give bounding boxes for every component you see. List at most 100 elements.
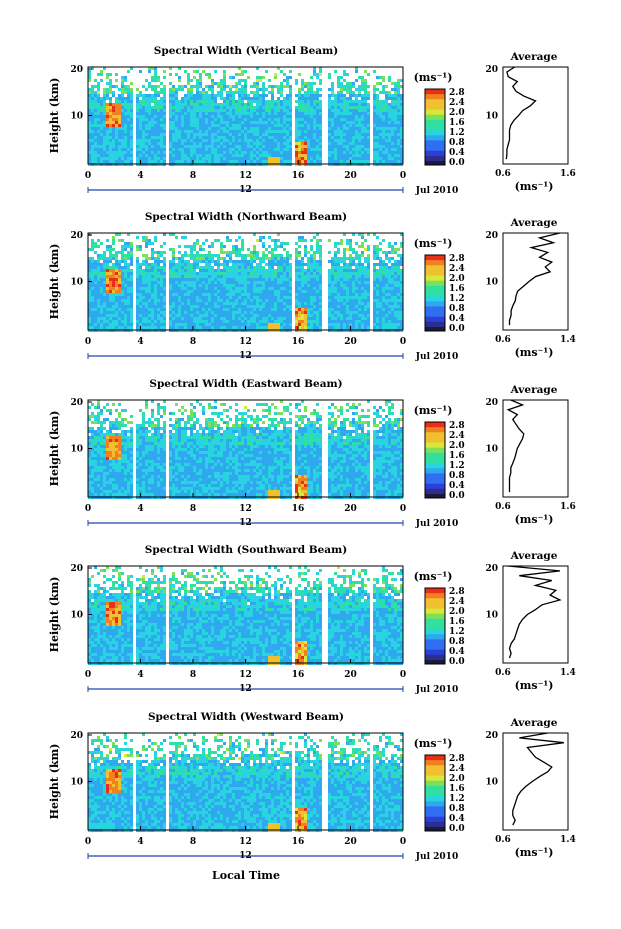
x-tick-label: 4 [137, 171, 143, 181]
average-frame [502, 399, 569, 498]
colorbar-segment [425, 135, 445, 141]
x-tick-label: 12 [239, 837, 252, 847]
colorbar-label: 2.0 [449, 774, 465, 784]
colorbar-unit: (ms⁻¹) [414, 570, 453, 583]
colorbar-segment [425, 114, 445, 121]
panel-4 [87, 565, 569, 692]
colorbar-segment [425, 437, 445, 444]
colorbar-label: 0.0 [449, 824, 465, 834]
colorbar-segment [425, 427, 445, 433]
colorbar-label: 2.8 [449, 421, 465, 431]
panel-1 [87, 66, 569, 193]
colorbar-frame [424, 754, 446, 832]
colorbar-label: 1.2 [449, 627, 465, 637]
avg-y-tick-label: 20 [485, 398, 498, 408]
x-tick-label: 12 [239, 670, 252, 680]
colorbar-segment [425, 483, 445, 490]
colorbar-label: 0.8 [449, 637, 465, 647]
colorbar-segment [425, 327, 445, 331]
colorbar-label: 2.4 [449, 264, 465, 274]
colorbar-label: 1.2 [449, 794, 465, 804]
colorbar-label: 2.8 [449, 587, 465, 597]
x-tick-label: 20 [344, 504, 357, 514]
avg-x-tick-label: 1.6 [560, 502, 576, 512]
colorbar-label: 2.0 [449, 274, 465, 284]
colorbar-label: 2.8 [449, 754, 465, 764]
avg-y-tick-label: 20 [485, 231, 498, 241]
x-tick-label: 0 [85, 504, 91, 514]
colorbar-label: 0.8 [449, 804, 465, 814]
average-profile-line [507, 565, 562, 659]
y-axis-label: Height (km) [48, 577, 61, 653]
y-axis-label: Height (km) [48, 744, 61, 820]
colorbar-segment [425, 598, 445, 604]
date-label: 12 [239, 351, 252, 361]
colorbar-label: 0.4 [449, 814, 465, 824]
colorbar-segment [425, 275, 445, 282]
colorbar-segment [425, 765, 445, 771]
average-title: Average [510, 550, 558, 562]
avg-y-tick-label: 10 [485, 112, 498, 122]
colorbar-segment [425, 613, 445, 620]
panel-title: Spectral Width (Vertical Beam) [154, 45, 338, 57]
colorbar-segment [425, 260, 445, 266]
x-tick-label: 8 [190, 171, 196, 181]
colorbar-segment [425, 791, 445, 797]
colorbar-segment [425, 821, 445, 828]
heatmap-cells [88, 400, 403, 499]
colorbar-segment [425, 452, 445, 459]
colorbar-segment [425, 155, 445, 162]
heatmap-cells [88, 566, 403, 665]
panel-2 [87, 232, 569, 359]
colorbar-segment [425, 801, 445, 807]
colorbar-label: 0.4 [449, 647, 465, 657]
avg-x-tick-label: 1.6 [560, 169, 576, 179]
y-tick-label: 20 [70, 564, 83, 574]
colorbar-label: 1.2 [449, 461, 465, 471]
colorbar-label: 0.0 [449, 324, 465, 334]
avg-x-unit: (ms⁻¹) [515, 679, 554, 692]
colorbar-unit: (ms⁻¹) [414, 404, 453, 417]
colorbar-unit: (ms⁻¹) [414, 71, 453, 84]
colorbar-segment [425, 806, 445, 813]
colorbar-label: 2.4 [449, 431, 465, 441]
colorbar-segment [425, 291, 445, 297]
colorbar-segment [425, 119, 445, 126]
month-label: Jul 2010 [415, 352, 458, 362]
x-tick-label: 8 [190, 670, 196, 680]
avg-y-tick-label: 20 [485, 731, 498, 741]
x-tick-label: 0 [400, 670, 406, 680]
colorbar-label: 2.8 [449, 254, 465, 264]
x-tick-label: 4 [137, 670, 143, 680]
colorbar-segment [425, 447, 445, 454]
colorbar-segment [425, 755, 445, 761]
colorbar-segment [425, 770, 445, 777]
avg-x-tick-label: 0.6 [495, 835, 511, 845]
month-label: Jul 2010 [415, 519, 458, 529]
colorbar-unit: (ms⁻¹) [414, 737, 453, 750]
colorbar-label: 2.0 [449, 607, 465, 617]
avg-y-tick-label: 10 [485, 445, 498, 455]
x-tick-label: 4 [137, 504, 143, 514]
colorbar-segment [425, 494, 445, 498]
colorbar-label: 1.6 [449, 118, 465, 128]
colorbar-label: 0.4 [449, 148, 465, 158]
x-tick-label: 12 [239, 171, 252, 181]
colorbar-segment [425, 608, 445, 615]
x-tick-label: 0 [400, 171, 406, 181]
month-label: Jul 2010 [415, 186, 458, 196]
colorbar-segment [425, 422, 445, 428]
avg-y-tick-label: 10 [485, 611, 498, 621]
x-tick-label: 4 [137, 337, 143, 347]
y-tick-label: 10 [70, 278, 83, 288]
colorbar-segment [425, 649, 445, 656]
panel-title: Spectral Width (Eastward Beam) [149, 378, 342, 390]
average-frame [502, 232, 569, 331]
colorbar-segment [425, 316, 445, 323]
avg-x-tick-label: 0.6 [495, 335, 511, 345]
colorbar-segment [425, 629, 445, 635]
colorbar-segment [425, 488, 445, 495]
colorbar-segment [425, 618, 445, 625]
colorbar-unit: (ms⁻¹) [414, 237, 453, 250]
